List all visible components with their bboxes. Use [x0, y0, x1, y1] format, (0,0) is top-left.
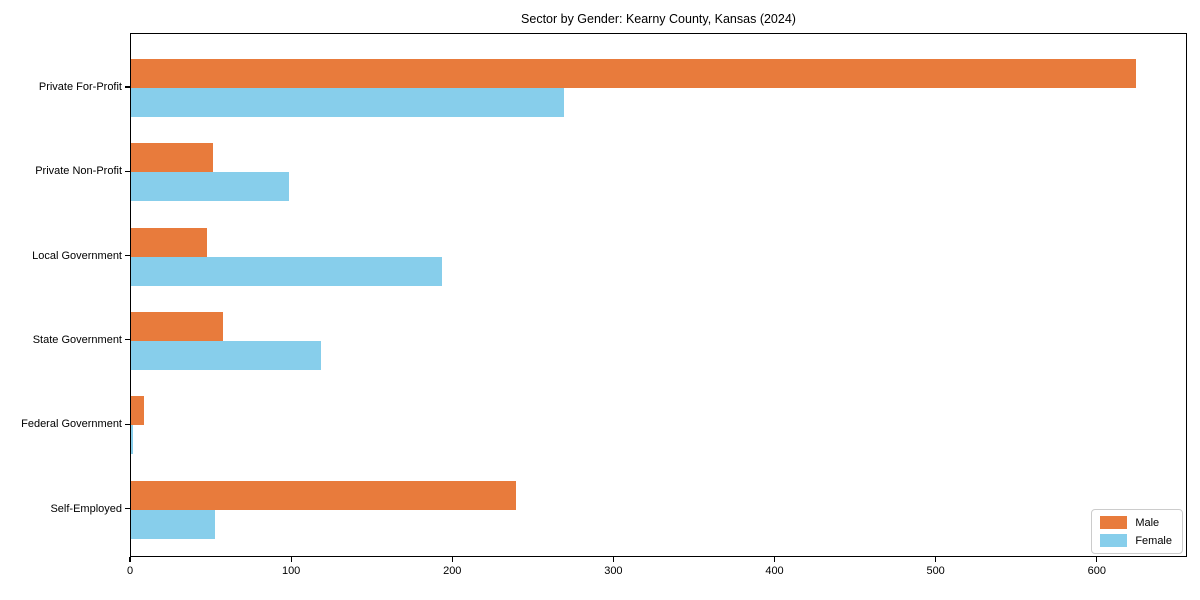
x-tick-label-400: 400 — [765, 565, 784, 577]
bar-male-state-government — [131, 311, 223, 341]
bar-female-private-for-profit — [131, 88, 565, 117]
y-tick-label-private-for-profit: Private For-Profit — [38, 81, 122, 93]
legend: Male Female — [1091, 509, 1183, 554]
bar-female-state-government — [131, 340, 322, 370]
y-tick-label-local-government: Local Government — [32, 249, 122, 262]
bar-male-private-non-profit — [131, 143, 214, 173]
y-tick-mark — [125, 423, 130, 425]
plot-area — [130, 33, 1187, 557]
bar-male-self-employed — [131, 480, 517, 510]
x-tick-label-200: 200 — [443, 565, 462, 577]
x-tick-mark — [290, 557, 292, 562]
bar-female-local-government — [131, 256, 442, 286]
x-tick-mark — [129, 557, 131, 562]
legend-item-male: Male — [1100, 516, 1172, 529]
bar-female-self-employed — [131, 509, 215, 539]
legend-label-male: Male — [1135, 516, 1160, 529]
y-tick-label-private-non-profit: Private Non-Profit — [35, 165, 122, 178]
y-tick-mark — [125, 170, 130, 172]
y-tick-mark — [125, 255, 130, 257]
chart-title: Sector by Gender: Kearny County, Kansas … — [521, 12, 796, 26]
x-tick-label-300: 300 — [604, 565, 623, 577]
x-tick-mark — [773, 557, 776, 562]
y-tick-label-self-employed: Self-Employed — [50, 502, 122, 515]
x-tick-mark — [935, 557, 937, 562]
bar-male-federal-government — [131, 396, 144, 426]
y-tick-mark — [125, 507, 130, 510]
y-tick-label-state-government: State Government — [32, 333, 122, 346]
bar-female-private-non-profit — [131, 172, 289, 202]
y-tick-mark — [125, 86, 130, 88]
bar-male-private-for-profit — [131, 59, 1137, 88]
bar-male-local-government — [131, 227, 207, 257]
legend-swatch-male — [1100, 516, 1128, 529]
legend-swatch-female — [1100, 534, 1128, 547]
x-tick-label-0: 0 — [126, 565, 134, 577]
x-tick-mark — [1096, 557, 1098, 562]
y-tick-label-federal-government: Federal Government — [21, 418, 122, 431]
x-tick-label-100: 100 — [281, 565, 301, 577]
y-tick-mark — [125, 339, 130, 341]
legend-item-female: Female — [1100, 534, 1172, 547]
x-tick-mark — [612, 557, 614, 562]
legend-label-female: Female — [1135, 534, 1172, 547]
bar-female-federal-government — [131, 425, 133, 455]
x-tick-label-600: 600 — [1087, 565, 1106, 577]
x-tick-label-500: 500 — [926, 565, 945, 577]
x-tick-mark — [451, 557, 453, 562]
